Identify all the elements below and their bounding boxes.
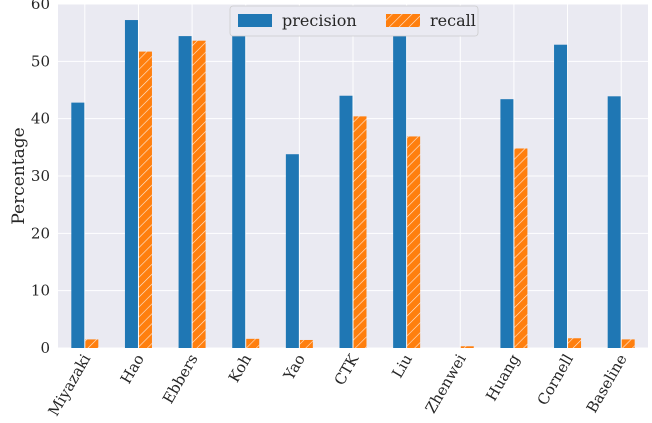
- y-tick-label: 10: [31, 282, 50, 300]
- x-tick-label: Miyazaki: [45, 351, 95, 418]
- y-tick-label: 40: [31, 110, 50, 128]
- bar-recall-ctk: [353, 116, 367, 348]
- bar-recall-miyazaki: [85, 339, 99, 348]
- legend-box: [229, 5, 479, 37]
- bar-recall-liu: [407, 136, 421, 348]
- bar-recall-koh: [246, 338, 260, 348]
- x-tick-label: Huang: [482, 351, 523, 404]
- bar-precision-huang: [500, 99, 514, 348]
- bar-precision-ebbers: [178, 36, 192, 349]
- x-tick-label: Zhenwei: [422, 351, 470, 417]
- y-tick-label: 30: [31, 167, 50, 185]
- x-tick-label: CTK: [331, 350, 363, 388]
- y-tick-label: 20: [31, 224, 50, 242]
- y-tick-label: 50: [31, 52, 50, 70]
- y-tick-label: 60: [31, 0, 50, 13]
- bar-precision-yao: [285, 154, 299, 348]
- legend-swatch-recall: [386, 14, 420, 27]
- bars-group: [71, 20, 635, 349]
- y-tick-label: 0: [40, 339, 50, 357]
- legend-label-recall: recall: [430, 11, 476, 30]
- bar-precision-koh: [232, 24, 246, 348]
- y-axis-label: Percentage: [9, 127, 29, 224]
- bar-precision-cornell: [554, 44, 568, 348]
- x-axis-ticks: Miyazaki Hao Ebbers Koh Yao CTK Liu Zhenwei Huan…: [45, 350, 631, 419]
- grid-lines: [58, 3, 648, 349]
- legend-swatch-precision: [238, 14, 272, 27]
- x-tick-label: Baseline: [583, 351, 631, 416]
- bar-recall-cornell: [568, 338, 582, 348]
- x-tick-label: Cornell: [534, 351, 578, 409]
- x-tick-label: Ebbers: [159, 351, 202, 407]
- x-tick-label: Koh: [225, 351, 256, 386]
- bar-recall-baseline: [621, 339, 635, 348]
- x-tick-label: Liu: [388, 351, 416, 381]
- legend: precision recall: [229, 5, 479, 37]
- bar-recall-huang: [514, 148, 528, 348]
- y-axis-ticks: 0 10 20 30 40 50 60: [31, 0, 50, 357]
- bar-recall-ebbers: [192, 40, 206, 349]
- bar-precision-ctk: [339, 95, 353, 348]
- bar-precision-miyazaki: [71, 102, 85, 348]
- bar-precision-liu: [393, 22, 407, 348]
- bar-precision-baseline: [607, 96, 621, 348]
- bar-recall-hao: [138, 51, 152, 348]
- x-tick-label: Yao: [279, 351, 308, 384]
- bar-precision-hao: [124, 20, 138, 348]
- bar-recall-yao: [299, 339, 313, 348]
- bar-recall-zhenwei: [460, 346, 474, 348]
- legend-label-precision: precision: [282, 11, 357, 30]
- x-tick-label: Hao: [117, 351, 148, 387]
